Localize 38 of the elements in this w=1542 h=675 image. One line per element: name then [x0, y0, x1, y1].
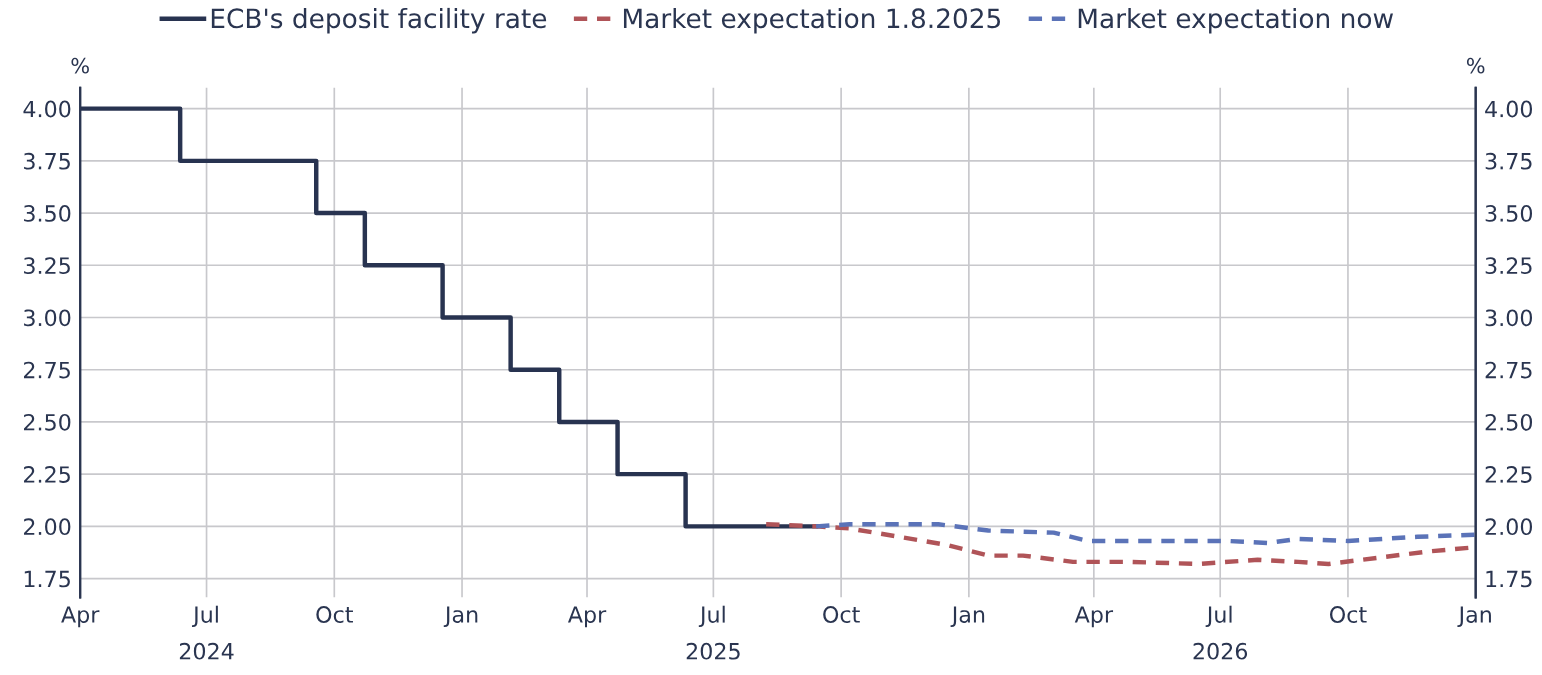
y-tick-label: 3.50	[24, 205, 71, 222]
x-tick-label: Oct	[823, 606, 860, 623]
y2-tick-label: 3.50	[1485, 205, 1533, 222]
y-axis-title: %	[71, 57, 89, 74]
y2-tick-label: 3.00	[1485, 309, 1533, 327]
y-tick-label: 3.00	[24, 309, 71, 327]
y-tick-label: 2.00	[24, 518, 71, 536]
x-tick-label: Apr	[567, 606, 607, 628]
x-tick-label: Jul 2025	[686, 605, 740, 660]
x-tick-label: Jan	[1457, 606, 1491, 628]
y2-tick-label: 2.75	[1485, 361, 1532, 379]
y2-tick-label: 1.75	[1486, 570, 1532, 588]
y2-tick-label: 2.25	[1485, 466, 1532, 483]
x-tick-label: Jan	[950, 606, 985, 628]
legend-label: Market expectation now	[1078, 7, 1393, 34]
y2-tick-label: 4.00	[1485, 100, 1533, 118]
y2-axis-title: %	[1466, 57, 1485, 74]
y-tick-label: 1.75	[24, 570, 70, 588]
y-tick-label: 3.25	[24, 257, 70, 275]
x-tick-label: Apr	[1074, 606, 1114, 628]
y2-tick-label: 3.75	[1485, 152, 1532, 170]
x-tick-label: Jul 2026	[1193, 605, 1248, 660]
y2-tick-label: 3.25	[1485, 257, 1532, 275]
legend-label: Market expectation 1.8.2025	[623, 7, 1001, 34]
y2-tick-label: 2.00	[1485, 518, 1533, 536]
y-tick-label: 4.00	[23, 100, 71, 118]
y-tick-label: 2.75	[24, 361, 70, 379]
y-tick-label: 2.25	[24, 466, 70, 483]
x-tick-label: Oct	[316, 606, 353, 623]
line-series	[813, 522, 1476, 546]
x-tick-label: Oct	[1329, 606, 1367, 623]
y-tick-label: 2.50	[24, 413, 71, 431]
y-tick-label: 3.75	[24, 152, 70, 170]
x-tick-label: Jan	[443, 606, 478, 628]
x-tick-label: Jul 2024	[179, 605, 234, 660]
legend-label: ECB's deposit facility rate	[211, 7, 547, 34]
x-tick-label: Apr	[61, 606, 100, 628]
y2-tick-label: 2.50	[1485, 413, 1533, 431]
